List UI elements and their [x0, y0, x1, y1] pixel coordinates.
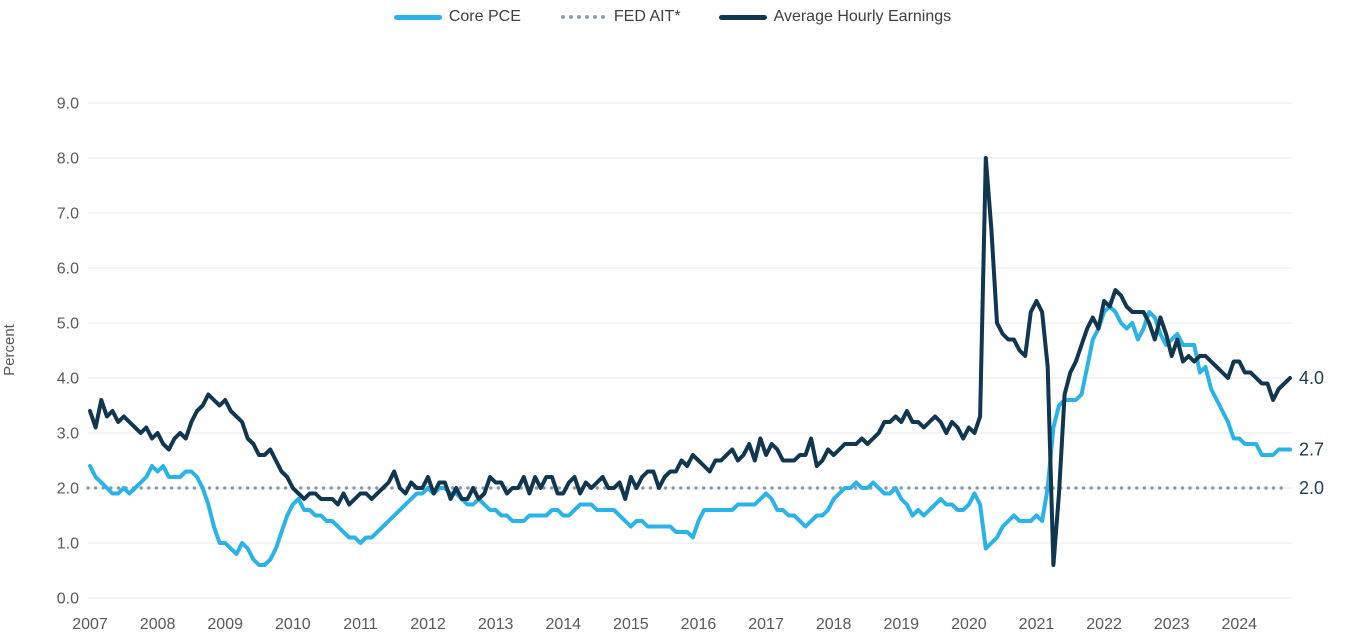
- x-axis-tick-label: 2008: [140, 616, 176, 633]
- x-axis-tick-label: 2021: [1019, 616, 1055, 633]
- x-axis-tick-label: 2011: [343, 616, 378, 633]
- y-axis-title: Percent: [1, 323, 18, 376]
- x-axis-tick-label: 2024: [1221, 616, 1257, 633]
- series-end-value-label: 2.7: [1299, 440, 1324, 460]
- x-axis-tick-label: 2012: [410, 616, 446, 633]
- avg-hourly-earnings-line-sample: [718, 14, 767, 20]
- x-axis-tick-label: 2016: [681, 616, 717, 633]
- x-axis-tick-label: 2014: [545, 616, 581, 633]
- x-axis-tick-label: 2017: [748, 616, 784, 633]
- series-end-value-label: 4.0: [1299, 368, 1324, 388]
- y-axis-tick-label: 9.0: [57, 96, 79, 113]
- legend-label-core-pce: Core PCE: [448, 8, 521, 25]
- y-axis-tick-label: 0.0: [57, 591, 79, 608]
- y-axis-tick-label: 1.0: [57, 536, 79, 553]
- y-axis-tick-label: 4.0: [57, 371, 79, 388]
- legend-item-avg-hourly-earnings: Average Hourly Earnings: [718, 8, 952, 26]
- y-axis-tick-label: 6.0: [57, 261, 79, 278]
- x-axis-tick-label: 2010: [275, 616, 311, 633]
- x-axis-tick-label: 2018: [816, 616, 852, 633]
- x-axis-tick-label: 2020: [951, 616, 987, 633]
- series-end-value-label: 2.0: [1299, 478, 1324, 498]
- fed-ait-line-sample: [558, 15, 607, 19]
- legend-item-fed-ait: FED AIT*: [558, 8, 681, 26]
- y-axis-tick-label: 3.0: [57, 426, 79, 443]
- x-axis-tick-label: 2009: [207, 616, 243, 633]
- legend-item-core-pce: Core PCE: [393, 8, 521, 26]
- y-axis-tick-label: 7.0: [57, 206, 79, 223]
- y-axis-tick-label: 8.0: [57, 151, 79, 168]
- x-axis-tick-label: 2022: [1086, 616, 1122, 633]
- x-axis-tick-label: 2007: [72, 616, 108, 633]
- legend-label-avg-hourly-earnings: Average Hourly Earnings: [773, 8, 952, 25]
- avg-hourly-earnings-line: [88, 156, 1292, 567]
- core-pce-line: [88, 304, 1292, 567]
- x-axis-tick-label: 2013: [478, 616, 514, 633]
- y-axis-tick-label: 2.0: [57, 481, 79, 498]
- legend-label-fed-ait: FED AIT*: [613, 8, 681, 25]
- core-pce-line-sample: [393, 14, 442, 20]
- x-axis-tick-label: 2015: [613, 616, 649, 633]
- y-axis-tick-label: 5.0: [57, 316, 79, 333]
- chart-legend: Core PCE FED AIT* Average Hourly Earning…: [0, 8, 1345, 26]
- x-axis-tick-label: 2023: [1154, 616, 1190, 633]
- x-axis-tick-label: 2019: [883, 616, 919, 633]
